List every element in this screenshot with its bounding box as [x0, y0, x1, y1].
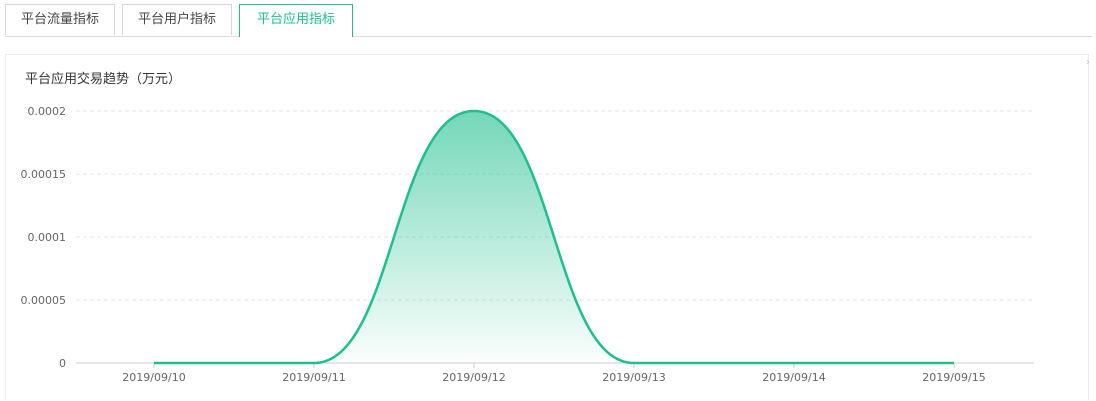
- tab-app-metrics[interactable]: 平台应用指标: [239, 4, 353, 37]
- y-tick-label: 0.00015: [21, 168, 67, 181]
- x-tick-label: 2019/09/15: [922, 371, 985, 384]
- y-tick-label: 0.0002: [28, 105, 67, 118]
- scroll-edge-icon: ›: [1086, 57, 1090, 68]
- chart-card: 平台应用交易趋势（万元） 0 0.00005 0.0001 0.00015 0.0002…: [5, 54, 1090, 400]
- y-tick-label: 0: [59, 357, 66, 370]
- x-tick-label: 2019/09/14: [762, 371, 825, 384]
- trend-chart: 0 0.00005 0.0001 0.00015 0.0002 2019/09/10 201…: [21, 105, 1034, 384]
- x-tick-label: 2019/09/12: [442, 371, 505, 384]
- x-tick-label: 2019/09/13: [602, 371, 665, 384]
- tab-traffic-metrics[interactable]: 平台流量指标: [5, 4, 115, 35]
- x-tick-label: 2019/09/10: [122, 371, 185, 384]
- chart-title: 平台应用交易趋势（万元）: [25, 72, 182, 87]
- series-line: [153, 109, 954, 365]
- y-tick-label: 0.00005: [21, 294, 67, 307]
- tab-user-metrics[interactable]: 平台用户指标: [122, 4, 232, 35]
- y-tick-label: 0.0001: [28, 231, 67, 244]
- x-tick-label: 2019/09/11: [282, 371, 345, 384]
- tab-bar: 平台流量指标 平台用户指标 平台应用指标: [5, 4, 1092, 37]
